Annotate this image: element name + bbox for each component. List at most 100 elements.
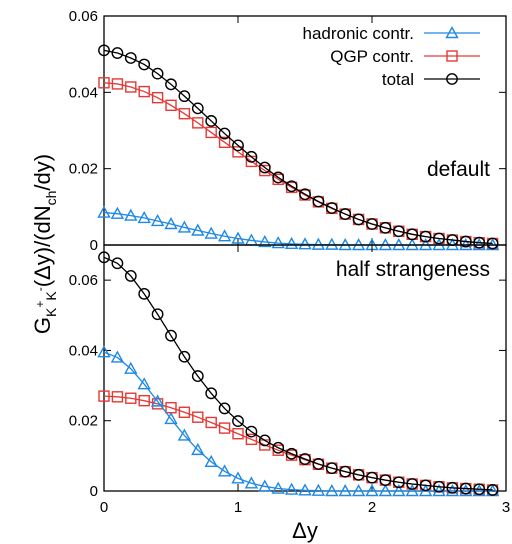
panel-default: 0 0.02 0.04 0.06 default hadronic contr. QGP c… [69,8,507,254]
data-point [379,221,392,234]
series-line [103,395,493,491]
series-line [103,49,493,245]
data-point [419,230,432,243]
data-point [98,390,110,402]
data-point [285,447,298,460]
data-point [325,237,339,250]
series-square [98,390,499,496]
data-point [433,232,445,245]
data-point [299,453,311,465]
plot-frame [103,15,507,246]
data-point [472,484,486,497]
data-point [244,476,259,489]
data-point [312,195,325,208]
data-point [217,229,232,242]
data-point [150,214,165,227]
data-point [419,479,432,492]
data-point [311,237,326,250]
data-point [379,474,392,487]
data-point [299,188,311,201]
data-point [446,481,459,494]
data-point [406,478,419,490]
data-point [378,484,393,497]
data-point [138,394,150,407]
data-point [366,218,378,230]
data-point [392,484,406,497]
data-point [191,102,204,115]
data-point [232,146,244,158]
data-point [258,234,272,248]
data-point [205,126,217,139]
data-point [325,484,339,497]
series-line [103,256,493,491]
data-point [151,67,164,80]
data-point [486,484,499,496]
y-tick-label: 0.04 [69,84,98,101]
data-point [392,225,405,238]
data-point [111,257,124,270]
data-point [473,236,486,249]
data-point [98,77,110,89]
data-point [365,484,379,497]
data-point [272,441,285,454]
data-point [111,47,124,59]
data-point [205,387,218,400]
legend-marker [446,50,458,62]
data-point [111,78,124,90]
legend-label: QGP contr. [330,47,414,66]
data-point [178,406,191,418]
data-point [137,210,151,224]
x-tick-label: 0 [100,499,108,516]
data-point [271,481,285,494]
data-point [312,458,325,470]
data-point [192,411,204,423]
data-point [151,91,164,104]
legend: hadronic contr. QGP contr. total [302,24,480,89]
data-point [110,206,125,219]
data-point [178,350,191,363]
data-point [218,127,231,140]
x-axis: 0 1 2 3 [100,499,510,516]
data-point [111,391,124,403]
data-point [124,208,138,221]
data-point [298,237,312,250]
data-point [98,251,110,264]
data-point [486,237,499,250]
data-point [124,52,137,64]
data-point [98,44,110,57]
y-tick-label: 0 [90,483,98,500]
data-point [473,483,486,496]
data-point [178,90,191,103]
y-tick-label: 0.04 [69,342,98,359]
y-axis-label: GK+K-(Δy)/(dNch/dy) [30,154,59,334]
series-circle [98,251,499,496]
data-point [151,308,164,321]
data-point [137,377,151,390]
data-point [205,115,218,127]
data-point [217,464,232,477]
data-point [405,484,419,497]
data-point [232,415,244,427]
data-point [204,454,218,468]
data-point [164,217,178,230]
data-point [366,471,378,484]
y-tick-label: 0.02 [69,413,98,430]
data-point [191,370,204,382]
data-point [406,228,419,241]
data-point [272,171,285,184]
data-point [231,231,245,244]
x-axis-label: Δy [292,518,318,543]
data-point [392,476,405,489]
plot-frame [103,244,507,492]
data-point [138,85,150,98]
data-point [284,482,299,495]
data-point [165,329,177,342]
data-point [138,287,151,300]
y-tick-label: 0.02 [69,161,98,178]
data-point [258,434,271,447]
data-point [245,433,258,446]
data-point [178,108,191,120]
data-point [165,78,177,91]
data-point [459,235,472,248]
data-point [191,442,205,456]
